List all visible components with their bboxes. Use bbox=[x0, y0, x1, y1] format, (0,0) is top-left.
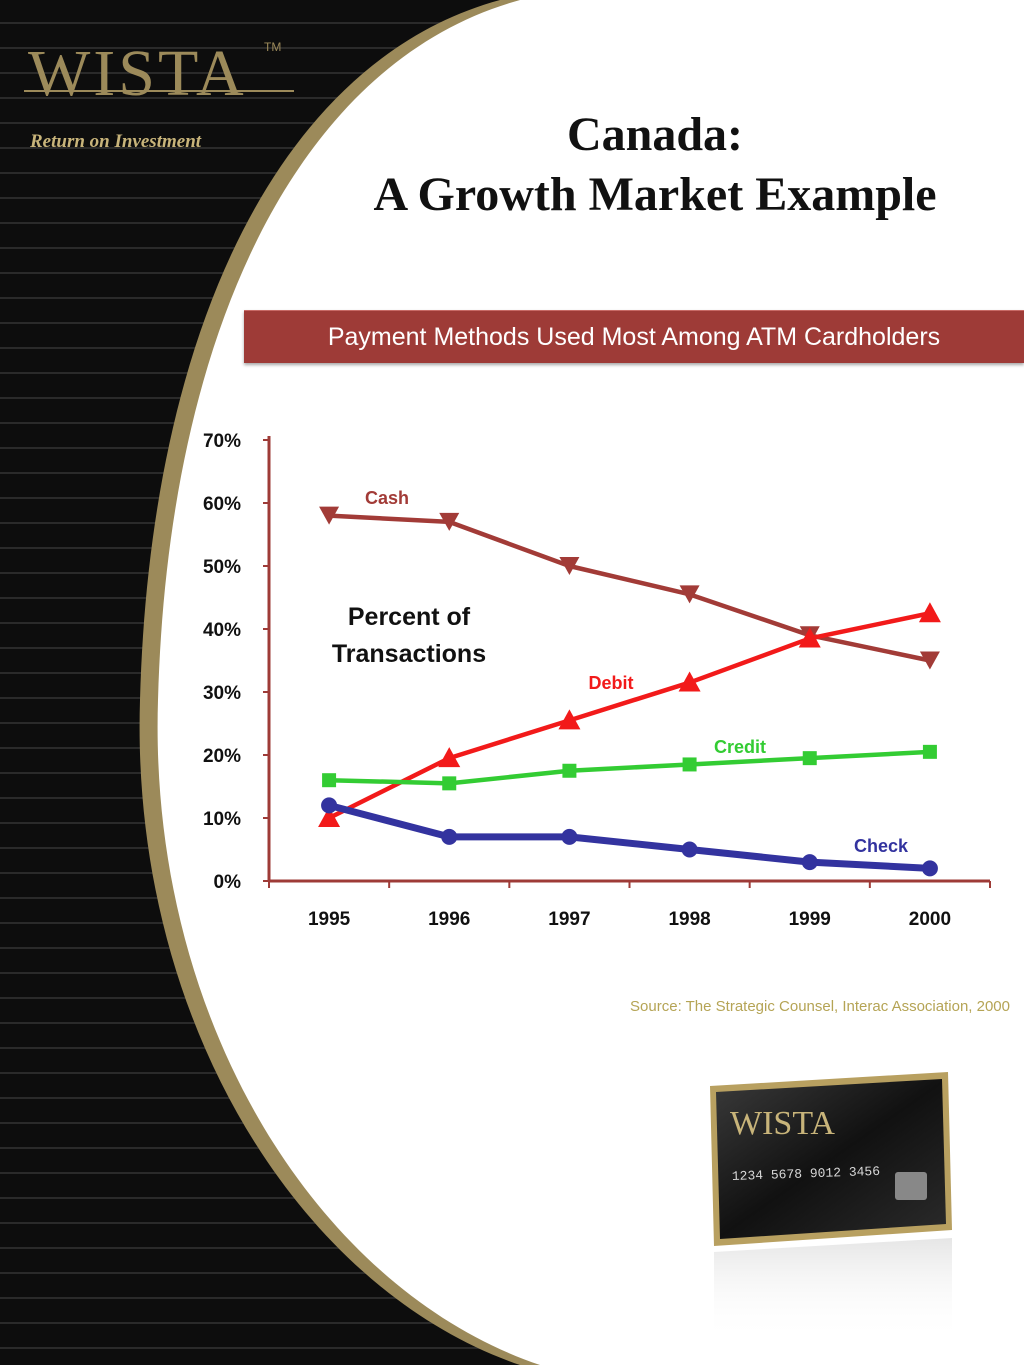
check-point bbox=[321, 797, 338, 814]
chart-banner: Payment Methods Used Most Among ATM Card… bbox=[244, 310, 1024, 363]
debit-point bbox=[438, 747, 461, 768]
x-tick-label: 2000 bbox=[909, 909, 951, 930]
credit-point bbox=[922, 744, 937, 759]
page-title: Canada: A Growth Market Example bbox=[300, 105, 1010, 225]
trademark-mark: TM bbox=[264, 40, 282, 54]
credit-series-label: Credit bbox=[714, 737, 766, 757]
debit-series-label: Debit bbox=[589, 673, 634, 693]
cash-point bbox=[559, 557, 580, 575]
logo-rule bbox=[24, 90, 294, 92]
y-tick-label: 40% bbox=[203, 620, 241, 641]
card-image: WISTA 1234 5678 9012 3456 bbox=[710, 1072, 952, 1340]
brand-logo: WISTA TM bbox=[24, 34, 298, 119]
cash-point bbox=[679, 585, 700, 604]
debit-point bbox=[558, 709, 581, 730]
credit-series-line bbox=[329, 749, 931, 786]
chart-annotation: Percent of bbox=[348, 603, 471, 631]
brand-logo-text: WISTA bbox=[28, 37, 247, 110]
credit-point bbox=[442, 776, 457, 791]
title-line-1: Canada: bbox=[566, 108, 744, 161]
check-point bbox=[681, 841, 698, 858]
card-logo-text: WISTA bbox=[730, 1105, 835, 1142]
credit-point bbox=[322, 773, 337, 788]
y-tick-label: 0% bbox=[214, 872, 242, 893]
tagline: Return on Investment bbox=[30, 131, 202, 152]
x-tick-label: 1997 bbox=[548, 909, 590, 930]
check-point bbox=[561, 828, 578, 845]
credit-point bbox=[562, 763, 577, 778]
title-line-2: A Growth Market Example bbox=[373, 168, 937, 221]
debit-point bbox=[918, 602, 941, 623]
cash-series-line bbox=[328, 513, 931, 663]
debit-point bbox=[798, 627, 821, 648]
check-series-line bbox=[328, 802, 931, 872]
chart-annotation: Transactions bbox=[332, 640, 486, 668]
y-tick-label: 50% bbox=[203, 557, 241, 578]
y-tick-label: 30% bbox=[203, 683, 241, 704]
y-tick-label: 10% bbox=[203, 809, 241, 830]
x-tick-label: 1996 bbox=[428, 909, 470, 930]
chart-banner-text: Payment Methods Used Most Among ATM Card… bbox=[327, 323, 941, 351]
debit-series-line bbox=[328, 611, 931, 821]
card-number: 1234 5678 9012 3456 bbox=[732, 1164, 881, 1184]
cash-point bbox=[919, 651, 940, 670]
check-point bbox=[801, 854, 818, 871]
source-note: Source: The Strategic Counsel, Interac A… bbox=[630, 998, 1010, 1015]
y-tick-label: 20% bbox=[203, 746, 241, 767]
debit-point bbox=[318, 807, 341, 827]
y-tick-label: 60% bbox=[203, 494, 241, 515]
check-point bbox=[921, 860, 938, 877]
line-chart: 0% 10% 20% 30% 40% 50% 60% 70% 1995 1996 1997 1998 1… bbox=[203, 431, 991, 930]
credit-point bbox=[682, 757, 697, 772]
cash-point bbox=[319, 506, 340, 525]
debit-point bbox=[678, 671, 701, 692]
x-tick-label: 1999 bbox=[789, 909, 831, 930]
cash-point bbox=[439, 512, 460, 531]
x-tick-label: 1998 bbox=[668, 909, 710, 930]
credit-point bbox=[802, 751, 817, 766]
x-tick-label: 1995 bbox=[308, 909, 351, 930]
check-series-label: Check bbox=[854, 836, 909, 856]
check-point bbox=[441, 828, 458, 845]
y-tick-label: 70% bbox=[203, 431, 241, 452]
cash-series-label: Cash bbox=[365, 488, 409, 508]
